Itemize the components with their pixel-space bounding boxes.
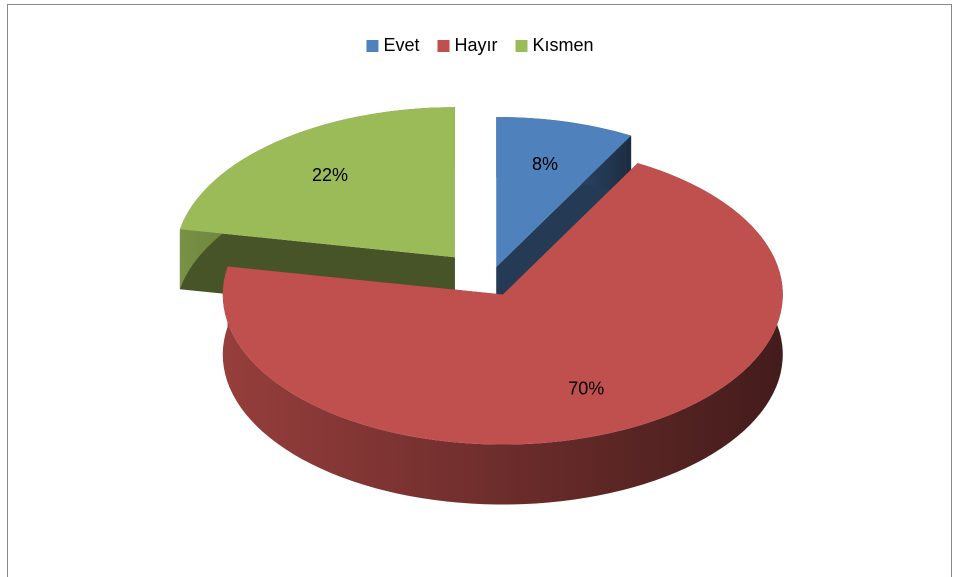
- slice: [222, 163, 783, 445]
- data-label: 8%: [532, 154, 558, 174]
- slice: [222, 163, 783, 505]
- legend-swatch: [437, 40, 450, 52]
- pie: [179, 107, 783, 505]
- legend-swatch: [366, 40, 379, 52]
- slice: [496, 117, 632, 268]
- legend-swatch: [515, 40, 528, 52]
- legend-label: Kısmen: [533, 35, 594, 55]
- legend-label: Evet: [383, 35, 419, 55]
- data-labels: 8% 70% 22%: [312, 154, 604, 398]
- legend-label: Hayır: [454, 35, 497, 55]
- data-label: 70%: [568, 378, 604, 398]
- slice: [179, 107, 455, 258]
- data-label: 22%: [312, 165, 348, 185]
- legend: Evet Hayır Kısmen: [366, 35, 594, 55]
